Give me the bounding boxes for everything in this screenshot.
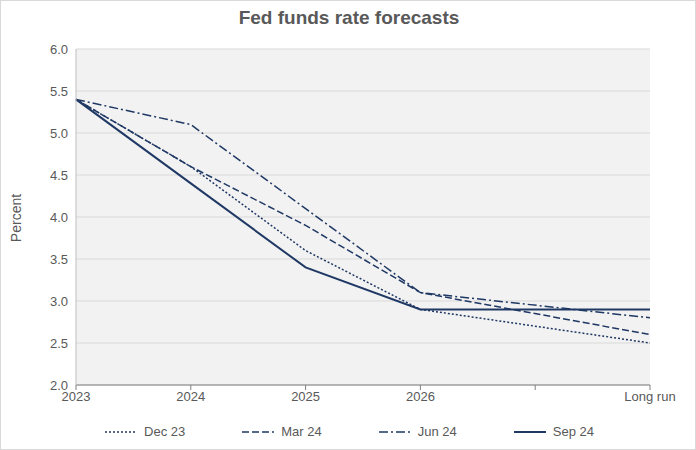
html-text:Sep 24: Sep 24 [552, 424, 594, 439]
svg-text:6.0: 6.0 [50, 42, 68, 57]
svg-text:4.0: 4.0 [50, 210, 68, 225]
svg-text:2026: 2026 [406, 389, 435, 404]
svg-text:2025: 2025 [291, 389, 320, 404]
svg-text:4.5: 4.5 [50, 168, 68, 183]
svg-text:2.0: 2.0 [50, 378, 68, 393]
html-text:Dec 23: Dec 23 [144, 424, 186, 439]
svg-text:5.5: 5.5 [50, 84, 68, 99]
svg-text:2024: 2024 [176, 389, 205, 404]
svg-text:2023: 2023 [61, 389, 91, 405]
svg-text:5.0: 5.0 [50, 126, 68, 141]
html-text:Percent: Percent [8, 193, 24, 243]
svg-text:2.5: 2.5 [50, 336, 68, 351]
html-text:Fed funds rate forecasts: Fed funds rate forecasts [238, 7, 460, 28]
svg-text:Long run: Long run [624, 389, 675, 404]
html-text:Mar 24: Mar 24 [281, 424, 322, 439]
svg-text:3.0: 3.0 [50, 294, 68, 309]
html-text:Jun 24: Jun 24 [417, 424, 457, 439]
svg-text:3.5: 3.5 [50, 252, 68, 267]
